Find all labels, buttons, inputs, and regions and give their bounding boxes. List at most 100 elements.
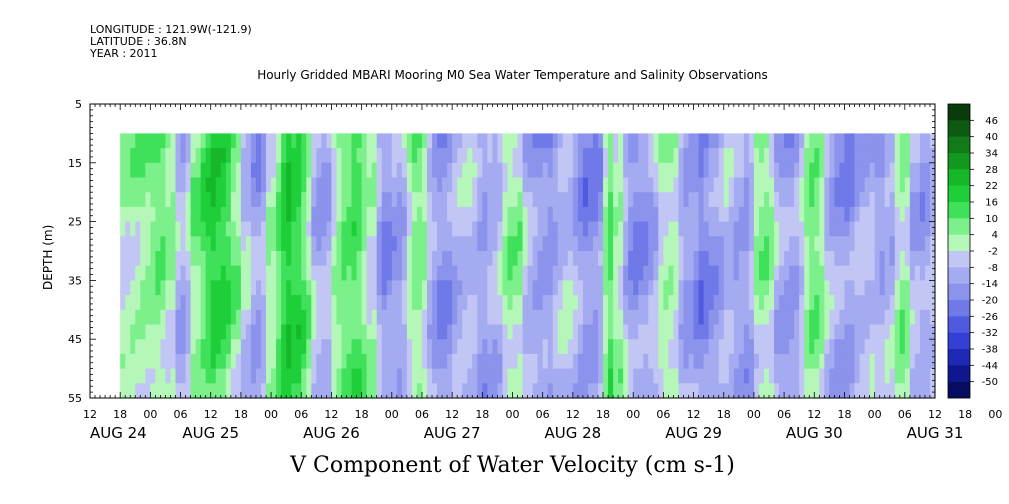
heatmap-cell	[472, 206, 478, 223]
heatmap-cell	[537, 251, 544, 267]
heatmap-cell	[230, 265, 237, 281]
heatmap-cell	[562, 221, 569, 237]
heatmap-cell	[753, 251, 760, 267]
heatmap-cell	[603, 206, 609, 223]
heatmap-cell	[693, 221, 700, 237]
heatmap-cell	[758, 280, 765, 296]
heatmap-cell	[507, 133, 514, 149]
heatmap-cell	[567, 206, 574, 223]
heatmap-cell	[869, 339, 876, 355]
heatmap-cell	[200, 251, 207, 267]
heatmap-cell	[120, 221, 126, 237]
heatmap-cell	[432, 368, 438, 384]
heatmap-cell	[175, 383, 182, 399]
heatmap-cell	[527, 221, 534, 237]
heatmap-cell	[653, 251, 659, 267]
heatmap-cell	[180, 221, 187, 237]
heatmap-cell	[447, 295, 453, 311]
heatmap-cell	[130, 295, 136, 311]
x-hour-tick-label: 06	[898, 408, 912, 421]
heatmap-cell	[884, 162, 891, 179]
heatmap-cell	[447, 192, 453, 208]
heatmap-cell	[155, 280, 162, 296]
heatmap-cell	[869, 368, 876, 384]
heatmap-cell	[824, 309, 830, 326]
heatmap-cell	[432, 324, 438, 340]
heatmap-cell	[784, 206, 790, 223]
heatmap-cell	[658, 133, 664, 149]
heatmap-cell	[748, 148, 755, 164]
heatmap-cell	[200, 265, 207, 281]
heatmap-cell	[240, 368, 247, 384]
heatmap-cell	[467, 192, 473, 208]
heatmap-cell	[643, 162, 649, 179]
heatmap-cell	[386, 295, 393, 311]
heatmap-cell	[829, 192, 836, 208]
heatmap-cell	[477, 265, 483, 281]
heatmap-cell	[482, 324, 488, 340]
heatmap-cell	[894, 251, 901, 267]
heatmap-cell	[437, 295, 443, 311]
heatmap-cell	[180, 383, 187, 399]
heatmap-cell	[406, 324, 413, 340]
heatmap-cell	[296, 251, 302, 267]
heatmap-cell	[522, 177, 529, 193]
heatmap-cell	[673, 295, 680, 311]
heatmap-cell	[723, 339, 730, 355]
heatmap-cell	[266, 295, 272, 311]
heatmap-cell	[889, 206, 896, 223]
heatmap-cell	[210, 206, 217, 223]
heatmap-cell	[482, 251, 488, 267]
heatmap-cell	[371, 295, 378, 311]
heatmap-cell	[929, 324, 936, 340]
heatmap-cell	[794, 236, 800, 252]
heatmap-cell	[869, 251, 876, 267]
heatmap-cell	[874, 309, 881, 326]
heatmap-cell	[552, 177, 559, 193]
heatmap-cell	[769, 353, 775, 370]
heatmap-cell	[447, 368, 453, 384]
heatmap-cell	[336, 206, 343, 223]
heatmap-cell	[542, 206, 549, 223]
heatmap-cell	[371, 236, 378, 252]
heatmap-cell	[728, 133, 735, 149]
heatmap-cell	[547, 251, 554, 267]
heatmap-cell	[175, 206, 182, 223]
heatmap-cell	[467, 309, 473, 326]
heatmap-cell	[301, 324, 307, 340]
heatmap-cell	[255, 280, 262, 296]
heatmap-cell	[155, 133, 162, 149]
heatmap-cell	[432, 251, 438, 267]
heatmap-cell	[140, 206, 146, 223]
heatmap-cell	[713, 265, 720, 281]
heatmap-cell	[733, 339, 740, 355]
heatmap-cell	[713, 177, 720, 193]
heatmap-cell	[894, 206, 901, 223]
heatmap-cell	[140, 368, 146, 384]
heatmap-cell	[683, 162, 690, 179]
heatmap-cell	[929, 368, 936, 384]
heatmap-cell	[733, 162, 740, 179]
heatmap-cell	[919, 383, 926, 399]
heatmap-cell	[150, 251, 156, 267]
heatmap-cell	[286, 339, 292, 355]
heatmap-cell	[924, 206, 931, 223]
heatmap-cell	[673, 133, 680, 149]
heatmap-cell	[416, 295, 423, 311]
heatmap-cell	[276, 177, 282, 193]
heatmap-cell	[698, 339, 705, 355]
heatmap-cell	[321, 206, 327, 223]
x-hour-tick-label: 00	[988, 408, 1002, 421]
heatmap-cell	[623, 280, 629, 296]
heatmap-cell	[889, 280, 896, 296]
heatmap-cell	[411, 192, 418, 208]
heatmap-cell	[381, 192, 388, 208]
heatmap-cell	[834, 309, 841, 326]
heatmap-cell	[909, 368, 916, 384]
heatmap-cell	[653, 236, 659, 252]
heatmap-cell	[708, 236, 715, 252]
heatmap-cell	[708, 148, 715, 164]
heatmap-cell	[733, 236, 740, 252]
heatmap-cell	[130, 162, 136, 179]
heatmap-cell	[421, 383, 428, 399]
